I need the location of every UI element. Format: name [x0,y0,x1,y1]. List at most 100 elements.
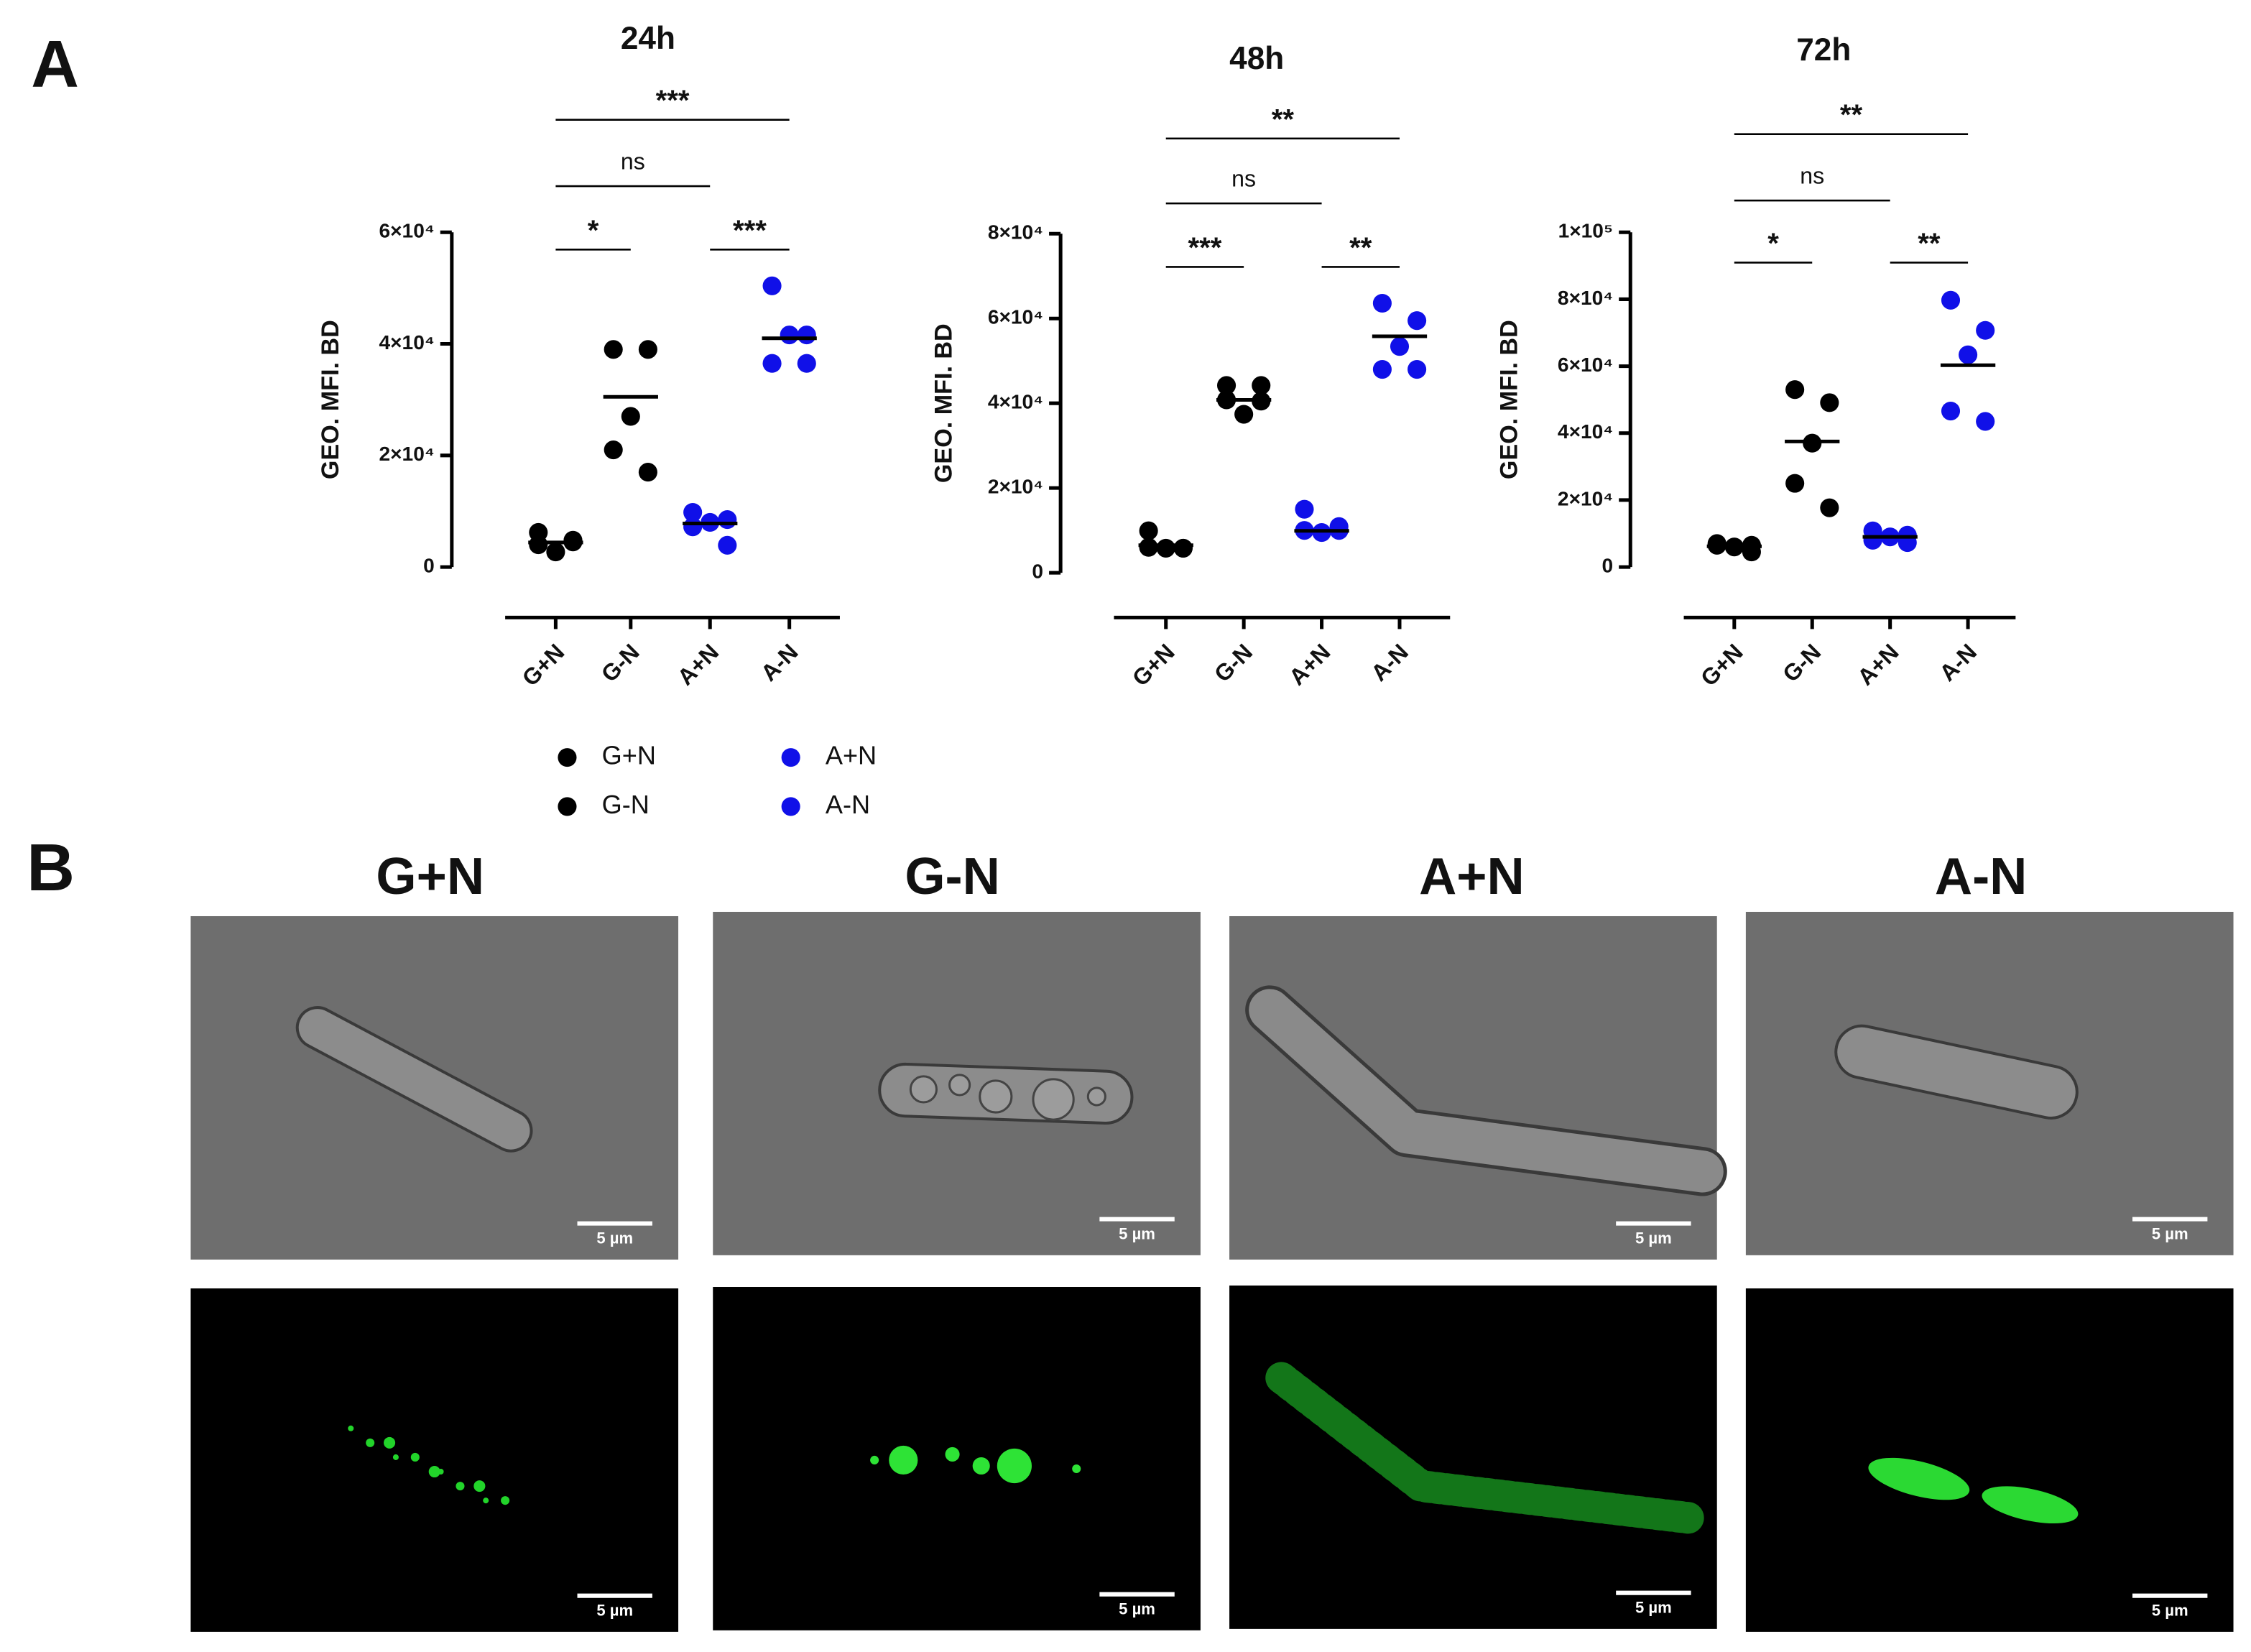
vacuole [909,1075,938,1104]
x-tick-label: G-N [596,639,644,687]
fluorescent-spot [997,1448,1032,1484]
data-point [1372,359,1392,379]
data-point [1863,530,1882,550]
scale-bar-label: 5 µm [596,1229,633,1247]
legend-marker [781,748,800,767]
x-tick-label: G+N [1696,639,1748,691]
scale-bar-label: 5 µm [596,1602,633,1620]
significance-label: ** [1918,227,1941,259]
fluorescent-spot [428,1465,440,1478]
data-point [1372,293,1392,313]
data-point [1976,412,1995,431]
chart-title: 48h [1229,41,1284,76]
legend-marker [558,797,577,816]
column-title: A+N [1419,848,1525,905]
cell [1249,989,1724,1193]
fluorescent-spot [889,1445,918,1475]
column-title: G+N [376,848,484,905]
legend-marker [558,748,577,767]
data-point [762,276,782,295]
y-tick-label: 2×10⁴ [988,476,1043,498]
data-point [1941,290,1961,310]
fluorescent-region [1982,1486,2079,1524]
x-tick-label: A+N [1284,639,1336,691]
significance-label: ** [1349,231,1372,264]
significance-label: ** [1840,98,1863,131]
x-tick-label: G-N [1209,639,1257,687]
fluorescence-image [1229,1286,1717,1629]
legend-label: A+N [826,741,877,770]
fluorescence-image [190,1288,679,1632]
fluorescent-region [1265,1362,1704,1534]
data-point [1785,474,1805,493]
fluorescent-region [1868,1457,1970,1500]
y-tick-label: 4×10⁴ [379,331,435,354]
x-tick-label: A+N [1852,639,1904,691]
x-tick-label: A-N [1934,639,1982,686]
y-tick-label: 8×10⁴ [988,221,1043,244]
data-point [762,354,782,373]
x-tick-label: G-N [1778,639,1826,687]
fluorescent-spot [945,1446,960,1462]
y-tick-label: 1×10⁵ [1558,220,1614,242]
y-tick-label: 6×10⁴ [379,220,435,242]
data-point [1785,380,1805,400]
significance-label: *** [656,84,690,116]
data-point [638,340,657,359]
scale-bar-label: 5 µm [1635,1599,1672,1617]
cell [1834,1024,2079,1120]
data-point [1252,376,1271,395]
data-point [1173,538,1193,558]
y-tick-label: 0 [423,555,435,577]
significance-label: ns [1800,162,1824,188]
cell [295,1006,533,1153]
data-point [797,354,816,373]
data-point [1408,311,1427,331]
data-point [604,440,623,460]
scale-bar-label: 5 µm [2152,1225,2188,1243]
fluorescence-image [1745,1288,2234,1632]
x-tick-label: G+N [517,639,570,691]
data-point [621,407,640,426]
y-tick-label: 4×10⁴ [1558,420,1613,443]
data-point [1959,345,1978,364]
fluorescent-spot [410,1452,420,1462]
data-point [1156,538,1175,558]
fluorescent-spot [972,1457,990,1475]
data-point [604,340,623,359]
chart-title: 72h [1796,32,1851,68]
fluorescent-spot [392,1454,399,1460]
data-point [780,326,799,345]
scale-bar-label: 5 µm [1119,1225,1155,1243]
data-point [1234,405,1254,424]
data-point [683,517,703,537]
y-tick-label: 4×10⁴ [988,391,1043,413]
data-point [546,543,565,562]
data-point [1976,320,1995,340]
x-tick-label: G+N [1127,639,1180,691]
significance-label: *** [1188,231,1221,264]
fluorescent-spot [501,1496,510,1505]
y-axis-label: GEO. MFI. BD [1496,320,1523,479]
fluorescent-spot [456,1482,465,1491]
data-point [1820,393,1839,412]
data-point [718,535,737,555]
fluorescent-spot [870,1455,879,1464]
significance-label: * [588,214,599,246]
data-point [1390,337,1410,356]
x-tick-label: A-N [756,639,803,686]
scale-bar-label: 5 µm [1119,1600,1155,1618]
column-title: G-N [905,848,999,905]
y-tick-label: 2×10⁴ [379,443,435,465]
scale-bar-label: 5 µm [2152,1602,2188,1620]
y-axis-label: GEO. MFI. BD [930,323,958,483]
y-tick-label: 6×10⁴ [1558,354,1613,376]
panel-label: B [27,830,75,905]
legend-label: G+N [602,741,656,770]
legend-marker [781,797,800,816]
data-point [683,502,703,522]
vacuole [1032,1078,1075,1121]
vacuole [948,1074,971,1097]
